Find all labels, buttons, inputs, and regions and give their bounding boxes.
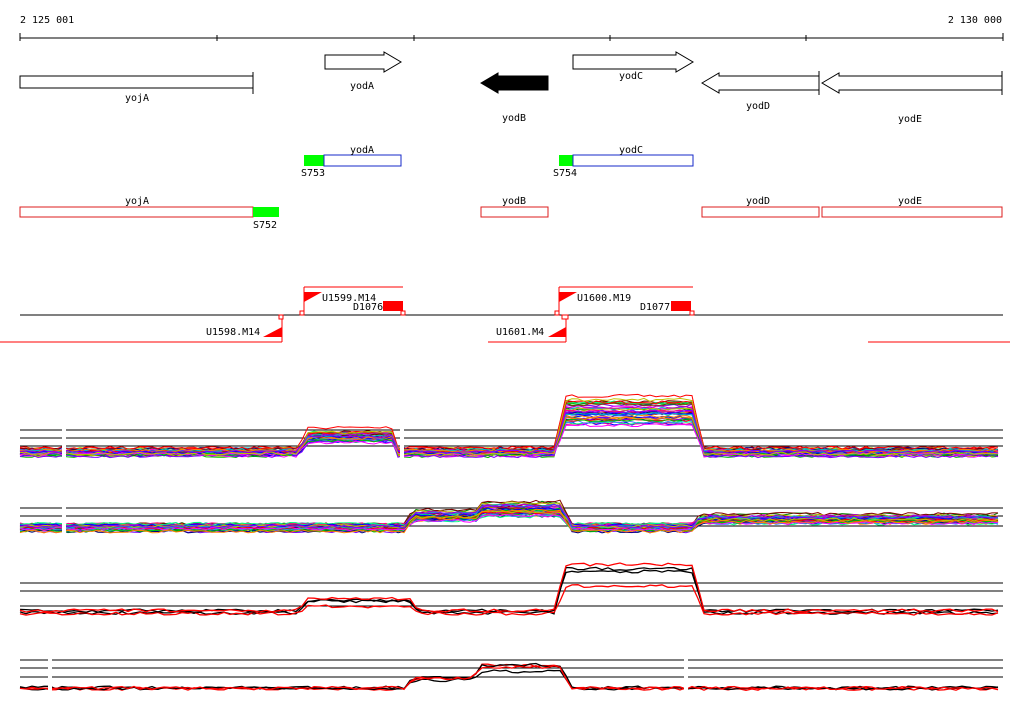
segment-yodc[interactable]: yodC S754 xyxy=(553,145,694,179)
track-gap xyxy=(684,658,688,704)
mark-label: D1076 xyxy=(353,302,383,313)
gene-arrow-yoda[interactable]: yodA xyxy=(324,51,402,92)
expression-profile-line xyxy=(19,665,999,691)
expression-profile-line xyxy=(19,416,999,459)
segment-label: yojA xyxy=(125,196,149,207)
expression-track-1 xyxy=(19,393,1003,468)
expression-profile-line xyxy=(19,393,999,450)
expression-profile-line xyxy=(19,409,999,454)
ruler-start-label: 2 125 001 xyxy=(20,15,74,26)
ruler-end-label: 2 130 000 xyxy=(948,15,1002,26)
gene-label: yodD xyxy=(746,101,770,112)
track-gap xyxy=(48,658,52,704)
mark-label: U1601.M4 xyxy=(496,327,544,338)
mark-label: D1077 xyxy=(640,302,670,313)
expression-profile-line xyxy=(19,410,999,452)
blue-segment-track: yodA S753 yodC S754 xyxy=(301,145,694,179)
segment-label: yodC xyxy=(619,145,643,156)
expression-profile-line xyxy=(19,508,999,534)
expression-profile-line xyxy=(19,562,999,613)
mark-label: U1598.M14 xyxy=(206,327,260,338)
segment-label: yodE xyxy=(898,196,922,207)
gene-arrow-yodd[interactable]: yodD xyxy=(701,71,820,112)
expression-track-4 xyxy=(19,658,1003,704)
mark-u1600[interactable]: U1600.M19 xyxy=(554,286,693,316)
mark-d1076[interactable]: D1076 xyxy=(353,301,406,316)
coordinate-ruler: 2 125 001 2 130 000 xyxy=(19,15,1004,41)
expression-profile-line xyxy=(19,584,999,616)
expression-profile-line xyxy=(19,669,999,690)
mark-u1599[interactable]: U1599.M14 xyxy=(299,286,403,316)
track-gap xyxy=(400,428,404,468)
mark-u1601[interactable]: U1601.M4 xyxy=(488,314,569,343)
expression-profile-line xyxy=(19,397,999,456)
expression-profile-line xyxy=(19,405,999,453)
mark-u1598[interactable]: U1598.M14 xyxy=(0,314,284,343)
upstream-track: U1599.M14 D1076 U1600.M19 D1077 U1598.M1… xyxy=(0,286,1010,343)
gene-label: yodA xyxy=(350,81,374,92)
gene-label: yodC xyxy=(619,71,643,82)
segment-yoja[interactable]: yojA S752 xyxy=(19,196,279,231)
segment-label: yodD xyxy=(746,196,770,207)
segment-yoda[interactable]: yodA S753 xyxy=(301,145,402,179)
expression-profile-line xyxy=(19,400,999,454)
red-segment-track: yojA S752 yodB yodD yodE xyxy=(19,196,1003,231)
mark-label: U1599.M14 xyxy=(322,293,376,304)
gene-arrow-yode[interactable]: yodE xyxy=(821,71,1003,125)
segment-yodd[interactable]: yodD xyxy=(701,196,820,218)
segment-tag: S753 xyxy=(301,168,325,179)
mark-label: U1600.M19 xyxy=(577,293,631,304)
expression-profile-line xyxy=(19,513,999,531)
gene-arrow-yoja[interactable]: yojA xyxy=(19,72,254,104)
expression-profile-line xyxy=(19,400,999,454)
gene-arrow-yodb[interactable]: yodB xyxy=(480,72,549,124)
expression-track-2 xyxy=(19,499,1003,544)
gene-label: yodB xyxy=(502,113,526,124)
gene-label: yojA xyxy=(125,93,149,104)
gene-track: yojA yodA yodB yodC yodD yodE xyxy=(19,51,1003,125)
mark-d1077[interactable]: D1077 xyxy=(640,301,695,316)
gene-label: yodE xyxy=(898,114,922,125)
expression-profile-line xyxy=(19,402,999,454)
segment-yode[interactable]: yodE xyxy=(821,196,1003,218)
segment-label: yodB xyxy=(502,196,526,207)
expression-profile-line xyxy=(19,411,999,452)
segment-tag: S752 xyxy=(253,220,277,231)
track-gap xyxy=(62,428,66,468)
segment-tag: S754 xyxy=(553,168,577,179)
track-gap xyxy=(62,506,66,544)
expression-profile-line xyxy=(19,503,999,529)
expression-profile-line xyxy=(19,418,999,451)
expression-profile-line xyxy=(19,510,999,529)
expression-track-3 xyxy=(19,562,1003,616)
segment-label: yodA xyxy=(350,145,374,156)
expression-tracks xyxy=(19,393,1003,704)
segment-yodb[interactable]: yodB xyxy=(480,196,549,218)
gene-arrow-yodc[interactable]: yodC xyxy=(572,51,694,82)
